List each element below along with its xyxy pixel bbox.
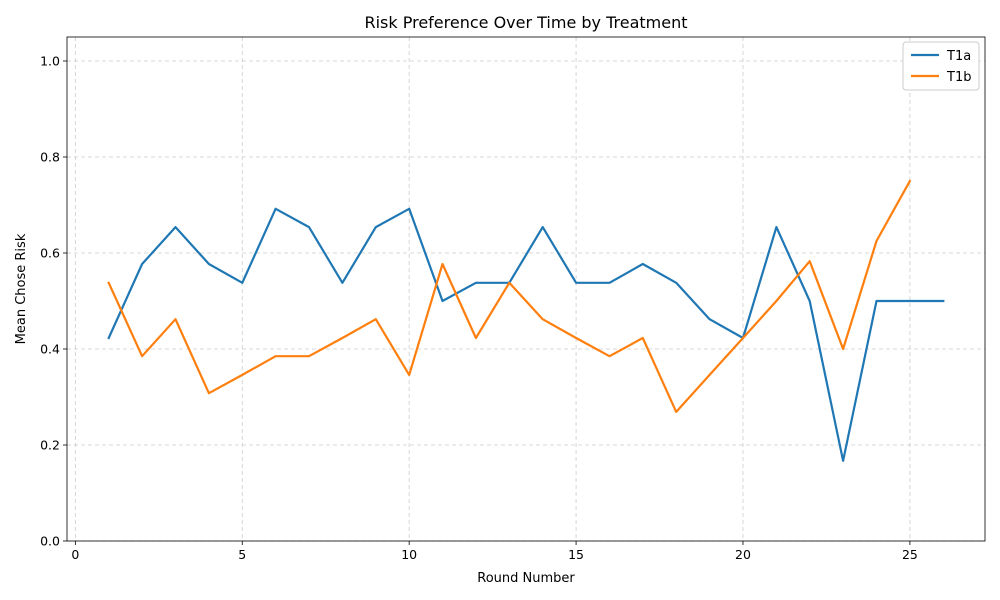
y-tick-label: 0.4 <box>40 342 60 357</box>
y-axis: 0.0 0.2 0.4 0.6 0.8 1.0 <box>40 54 67 549</box>
series-layer <box>107 179 945 462</box>
plot-frame <box>66 36 986 542</box>
y-tick-label: 0.0 <box>40 534 60 549</box>
series-line-t1a <box>107 207 945 462</box>
x-axis-label: Round Number <box>477 571 575 586</box>
x-tick-label: 20 <box>735 547 751 562</box>
y-tick-label: 1.0 <box>40 54 60 69</box>
chart-title: Risk Preference Over Time by Treatment <box>364 13 687 32</box>
y-tick-label: 0.2 <box>40 438 60 453</box>
y-tick-label: 0.6 <box>40 246 60 261</box>
legend-label-t1a: T1a <box>946 49 971 64</box>
x-tick-label: 5 <box>238 547 246 562</box>
x-tick-label: 0 <box>71 547 79 562</box>
x-axis: 0 5 10 15 20 25 <box>71 541 918 562</box>
x-tick-label: 10 <box>401 547 417 562</box>
legend: T1a T1b <box>902 41 980 91</box>
series-line-t1b <box>107 179 912 413</box>
grid <box>67 37 985 542</box>
y-tick-label: 0.8 <box>40 150 60 165</box>
legend-label-t1b: T1b <box>946 70 971 85</box>
x-tick-label: 25 <box>902 547 918 562</box>
y-axis-label: Mean Chose Risk <box>14 233 29 344</box>
x-tick-label: 15 <box>568 547 584 562</box>
